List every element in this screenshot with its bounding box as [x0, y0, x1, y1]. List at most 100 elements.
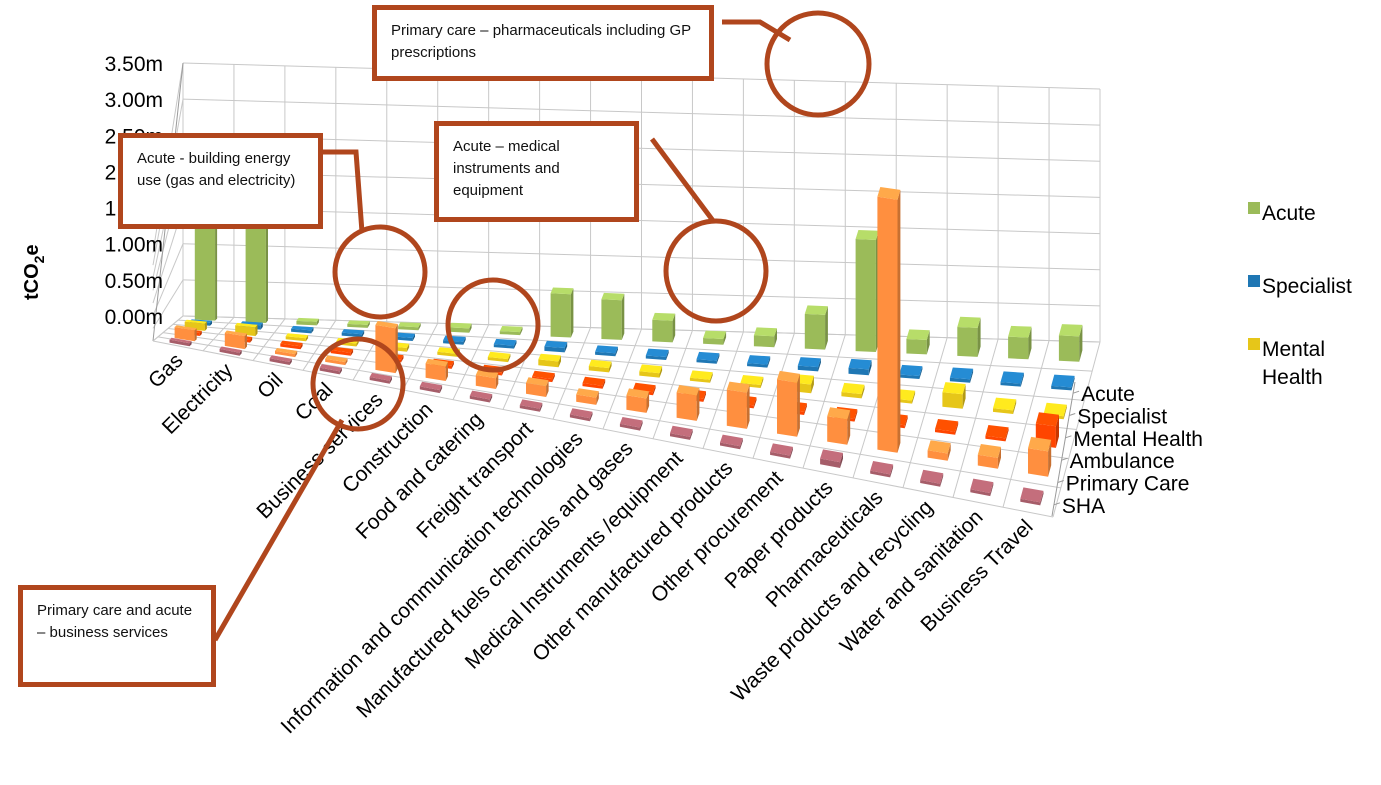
bar-specialist-9	[645, 348, 669, 360]
bar-sha-8	[569, 408, 593, 422]
bar-front-face	[970, 489, 991, 497]
bar-front-face	[797, 365, 819, 372]
bar-front-face	[827, 416, 848, 445]
bar-specialist-8	[595, 345, 618, 357]
annotation-business-services: Primary care and acute – business servic…	[18, 585, 216, 687]
bar-front-face	[275, 350, 296, 358]
bar-side-face	[316, 318, 319, 326]
legend-swatch	[1248, 275, 1260, 287]
bar-side-face	[760, 376, 764, 388]
bar-top-face	[753, 327, 777, 337]
bar-ambulance-8	[582, 376, 606, 389]
bar-side-face	[746, 384, 750, 429]
bar-mental-health-8	[588, 359, 612, 373]
bar-top-face	[870, 461, 894, 475]
bar-top-face	[820, 449, 843, 463]
annotation-circle	[445, 277, 541, 373]
bar-front-face	[419, 386, 440, 394]
bar-top-face	[569, 408, 593, 419]
bar-top-face	[855, 230, 879, 240]
bar-sha-15	[920, 469, 944, 487]
bar-side-face	[199, 331, 202, 336]
bar-side-face	[546, 380, 549, 397]
bar-top-face	[626, 388, 650, 399]
bar-top-face	[920, 469, 944, 484]
bar-top-face	[1035, 412, 1059, 427]
bar-top-face	[519, 399, 543, 409]
bar-side-face	[418, 323, 421, 331]
bar-front-face	[601, 299, 622, 340]
bar-top-face	[341, 329, 365, 335]
bar-side-face	[868, 360, 872, 376]
bar-primary-care-11	[726, 381, 750, 429]
bar-side-face	[1048, 439, 1052, 477]
bar-top-face	[848, 358, 872, 370]
bar-primary-care-17	[1028, 436, 1052, 477]
bar-side-face	[970, 368, 974, 383]
bar-side-face	[790, 446, 793, 459]
bar-side-face	[189, 341, 192, 347]
bar-front-face	[927, 450, 948, 461]
bar-top-face	[804, 305, 828, 315]
bar-top-face	[639, 364, 663, 374]
bar-specialist-14	[899, 364, 923, 379]
y-tick-label: 0.00m	[105, 306, 163, 329]
bar-side-face	[469, 323, 472, 333]
bar-primary-care-8	[576, 388, 599, 405]
bar-side-face	[804, 403, 807, 415]
bar-primary-care-13	[827, 407, 851, 445]
bar-top-face	[645, 348, 669, 357]
bar-side-face	[564, 342, 568, 353]
bar-specialist-2	[291, 325, 314, 334]
floor-grid	[152, 315, 1101, 518]
bar-acute-2	[296, 317, 319, 326]
bar-side-face	[897, 189, 901, 453]
bar-acute-1	[245, 218, 268, 323]
bar-front-face	[475, 375, 496, 389]
bar-primary-care-0	[174, 325, 197, 342]
bar-top-face	[576, 388, 599, 398]
bar-front-face	[1058, 335, 1080, 362]
bar-front-face	[296, 320, 317, 326]
bar-side-face	[495, 372, 499, 389]
bar-top-face	[448, 322, 472, 329]
bar-top-face	[619, 417, 643, 428]
bar-acute-11	[753, 327, 777, 348]
bar-side-face	[767, 356, 771, 368]
bar-side-face	[753, 397, 757, 409]
bar-side-face	[305, 335, 309, 342]
bar-side-face	[703, 391, 706, 402]
annotation-circle	[332, 224, 428, 320]
bar-primary-care-5	[425, 358, 448, 381]
side-gridline	[152, 243, 184, 316]
bar-top-face	[906, 329, 930, 340]
bar-top-face	[1051, 374, 1075, 388]
bar-ambulance-16	[985, 425, 1009, 442]
bar-side-face	[204, 321, 207, 331]
category-label: Paper products	[721, 476, 838, 593]
annotation-connector-line	[649, 137, 717, 224]
bar-side-face	[919, 366, 923, 379]
depth-label: Mental Health	[1073, 428, 1203, 451]
bar-primary-care-9	[626, 388, 650, 413]
bar-primary-care-3	[325, 355, 348, 366]
bar-front-face	[425, 363, 446, 381]
bar-acute-5	[448, 322, 472, 333]
depth-label: Ambulance	[1070, 450, 1175, 473]
bar-side-face	[210, 320, 212, 326]
bar-top-face	[538, 353, 561, 362]
bar-front-face	[544, 346, 565, 353]
bar-top-face	[770, 443, 793, 456]
bar-side-face	[439, 385, 443, 394]
bar-front-face	[280, 343, 301, 350]
bar-front-face	[569, 414, 590, 422]
depth-label: Acute	[1081, 383, 1135, 406]
bar-front-face	[848, 367, 869, 376]
bar-front-face	[347, 323, 368, 328]
y-axis-label: tCO2e	[21, 244, 47, 300]
bar-top-face	[369, 372, 392, 381]
depth-label: Primary Care	[1066, 473, 1190, 496]
bar-primary-care-16	[977, 444, 1001, 469]
bar-top-face	[169, 337, 192, 344]
